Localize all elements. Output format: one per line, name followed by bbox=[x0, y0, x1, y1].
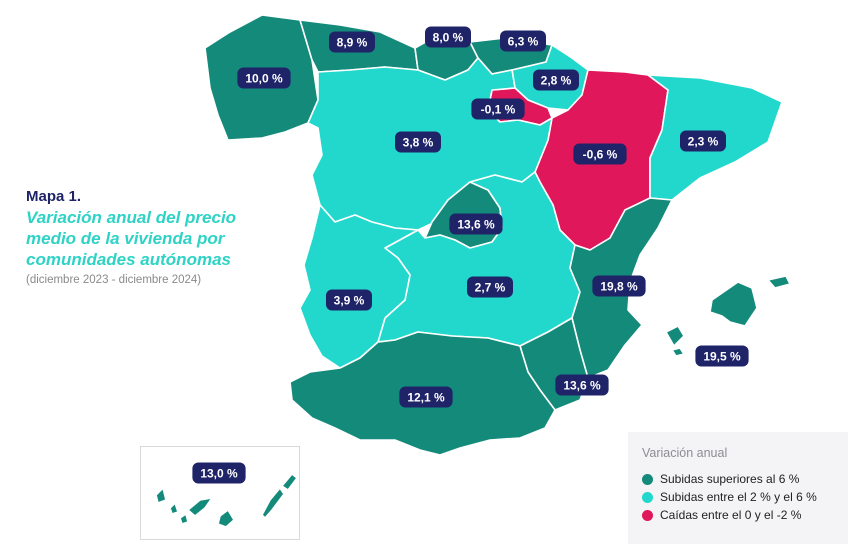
value-label-box bbox=[573, 143, 627, 165]
value-label-andalucia: 12,1 % bbox=[399, 386, 453, 408]
value-label-galicia: 10,0 % bbox=[237, 67, 291, 89]
value-label-text: 12,1 % bbox=[407, 391, 445, 405]
value-label-text: 8,0 % bbox=[433, 31, 464, 45]
legend: Variación anual Subidas superiores al 6 … bbox=[628, 432, 848, 544]
value-label-box bbox=[471, 98, 525, 120]
region-baleares-formentera bbox=[671, 347, 685, 357]
value-label-text: 3,9 % bbox=[334, 294, 365, 308]
value-label-box bbox=[192, 462, 246, 484]
value-label-canarias: 13,0 % bbox=[192, 462, 246, 484]
value-label-box bbox=[555, 374, 609, 396]
value-label-box bbox=[449, 213, 503, 235]
value-label-box bbox=[533, 69, 579, 91]
value-label-text: 19,8 % bbox=[600, 280, 638, 294]
region-baleares-menorca bbox=[767, 275, 791, 289]
value-label-asturias: 8,9 % bbox=[329, 31, 375, 53]
value-label-text: 8,9 % bbox=[337, 36, 368, 50]
value-label-text: -0,1 % bbox=[481, 103, 516, 117]
value-label-box bbox=[500, 30, 546, 52]
canarias-inset-frame bbox=[140, 446, 300, 540]
value-label-text: 6,3 % bbox=[508, 35, 539, 49]
value-label-cantabria: 8,0 % bbox=[425, 26, 471, 48]
value-label-text: 2,7 % bbox=[475, 281, 506, 295]
value-label-pais-vasco: 6,3 % bbox=[500, 30, 546, 52]
value-label-castilla-leon: 3,8 % bbox=[395, 131, 441, 153]
value-label-box bbox=[592, 275, 646, 297]
value-labels: 10,0 % 8,9 % 8,0 % 6,3 % 2,8 % -0,1 % -0,6 % 2,… bbox=[192, 26, 749, 484]
value-label-aragon: -0,6 % bbox=[573, 143, 627, 165]
map-number: Mapa 1. bbox=[26, 188, 82, 205]
value-label-box bbox=[237, 67, 291, 89]
map-period: (diciembre 2023 - diciembre 2024) bbox=[26, 274, 202, 286]
value-label-text: 13,6 % bbox=[457, 218, 495, 232]
value-label-cataluna: 2,3 % bbox=[680, 130, 726, 152]
value-label-murcia: 13,6 % bbox=[555, 374, 609, 396]
value-label-text: 19,5 % bbox=[703, 350, 741, 364]
legend-label-negative: Caídas entre el 0 y el -2 % bbox=[660, 508, 802, 522]
value-label-extremadura: 3,9 % bbox=[326, 289, 372, 311]
legend-item-high: Subidas superiores al 6 % bbox=[642, 472, 799, 486]
value-label-box bbox=[425, 26, 471, 48]
value-label-box bbox=[395, 131, 441, 153]
value-label-navarra: 2,8 % bbox=[533, 69, 579, 91]
value-label-box bbox=[326, 289, 372, 311]
legend-item-negative: Caídas entre el 0 y el -2 % bbox=[642, 508, 801, 522]
map-heading: Variación anual del precio medio de la v… bbox=[26, 208, 237, 269]
value-label-madrid: 13,6 % bbox=[449, 213, 503, 235]
value-label-text: 13,0 % bbox=[200, 467, 238, 481]
value-label-text: 2,8 % bbox=[541, 74, 572, 88]
value-label-la-rioja: -0,1 % bbox=[471, 98, 525, 120]
value-label-text: 2,3 % bbox=[688, 135, 719, 149]
value-label-box bbox=[399, 386, 453, 408]
region-canarias bbox=[155, 473, 298, 528]
region-extremadura bbox=[299, 204, 419, 369]
region-baleares-ibiza bbox=[665, 325, 685, 347]
value-label-comunidad-valenciana: 19,8 % bbox=[592, 275, 646, 297]
legend-item-mid: Subidas entre el 2 % y el 6 % bbox=[642, 490, 817, 504]
legend-label-mid: Subidas entre el 2 % y el 6 % bbox=[660, 490, 817, 504]
legend-label-high: Subidas superiores al 6 % bbox=[660, 472, 800, 486]
value-label-box bbox=[695, 345, 749, 367]
region-baleares-mallorca bbox=[709, 281, 758, 327]
value-label-baleares: 19,5 % bbox=[695, 345, 749, 367]
legend-title: Variación anual bbox=[642, 446, 728, 460]
legend-dot-mid bbox=[642, 491, 653, 503]
value-label-text: 10,0 % bbox=[245, 72, 283, 86]
value-label-box bbox=[680, 130, 726, 152]
value-label-box bbox=[329, 31, 375, 53]
legend-dot-negative bbox=[642, 509, 653, 521]
value-label-text: 3,8 % bbox=[403, 136, 434, 150]
legend-dot-high bbox=[642, 473, 653, 485]
value-label-castilla-la-mancha: 2,7 % bbox=[467, 276, 513, 298]
value-label-text: 13,6 % bbox=[563, 379, 601, 393]
map-title-block: Mapa 1. Variación anual del precio medio… bbox=[26, 188, 286, 286]
value-label-box bbox=[467, 276, 513, 298]
value-label-text: -0,6 % bbox=[583, 148, 618, 162]
